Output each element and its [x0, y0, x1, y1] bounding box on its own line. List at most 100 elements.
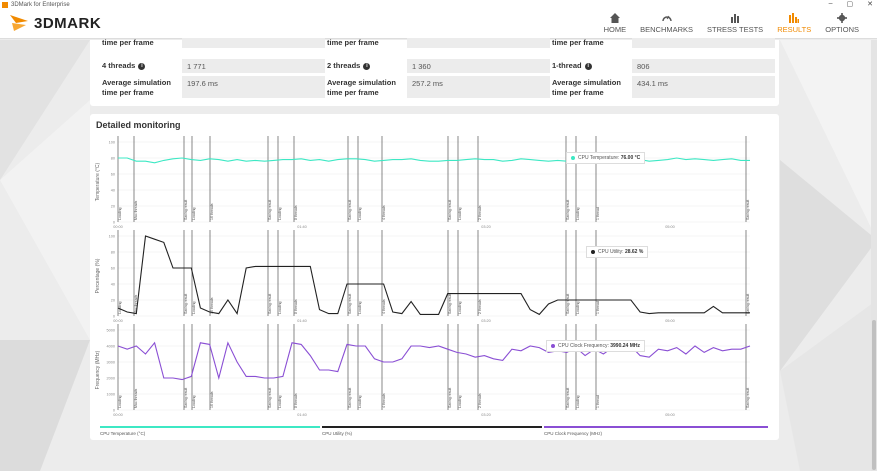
event-marker-label: Saving result	[268, 388, 272, 408]
event-marker-label: Saving result	[348, 294, 352, 314]
event-marker-label: 8 threads	[294, 205, 298, 220]
event-marker-label: Saving result	[268, 294, 272, 314]
event-marker-label: 16 threads	[210, 297, 214, 314]
score-value-top	[632, 38, 775, 48]
tooltip-dot	[571, 155, 575, 160]
event-marker-label: Saving result	[746, 388, 750, 408]
nav-benchmarks-label: BENCHMARKS	[640, 25, 694, 34]
y-tick-label: 0	[113, 221, 115, 225]
nav-home[interactable]: HOME	[604, 12, 626, 34]
event-marker-label: Saving result	[746, 294, 750, 314]
time-tick-label: 00:00	[113, 413, 123, 417]
event-marker-label: 4 threads	[382, 205, 386, 220]
event-marker-label: Loading	[278, 207, 282, 220]
window-title: 3DMark for Enterprise	[11, 1, 70, 8]
time-tick-label: 03:20	[481, 225, 491, 229]
time-tick-label: 01:40	[297, 225, 307, 229]
main-nav: HOME BENCHMARKS STRESS TESTS RESULTS OPT…	[604, 12, 859, 34]
y-tick-label: 5000	[107, 329, 115, 333]
maximize-icon[interactable]: ▢	[846, 1, 854, 8]
monitoring-title: Detailed monitoring	[96, 120, 181, 130]
y-tick-label: 40	[111, 283, 115, 287]
event-marker-label: Loading	[278, 395, 282, 408]
info-icon[interactable]: i	[584, 62, 592, 70]
tooltip-value: 3990.24 MHz	[610, 343, 640, 349]
legend-bar-frequency[interactable]	[544, 426, 768, 428]
avg-time-label-top: time per frame	[102, 38, 154, 47]
threads-label-text: 4 threads	[102, 61, 136, 70]
legend-utility[interactable]: CPU Utility (%)	[322, 431, 352, 436]
event-marker-label: Loading	[458, 207, 462, 220]
page-scrollbar[interactable]	[871, 40, 877, 471]
window-titlebar: 3DMark for Enterprise – ▢ ✕	[0, 0, 877, 9]
brand-name: 3DMARK	[34, 14, 102, 32]
event-marker-label: Loading	[458, 395, 462, 408]
series-line	[117, 235, 750, 316]
home-icon	[608, 12, 622, 24]
event-marker-label: Saving result	[746, 200, 750, 220]
event-marker-label: Saving result	[184, 388, 188, 408]
event-marker-label: Max threads	[134, 200, 138, 220]
threads-score: 1 360	[407, 59, 550, 73]
avg-time-label: Average simulation time per frame	[102, 78, 171, 97]
tooltip-value: 76.00 °C	[620, 155, 641, 161]
scrollbar-thumb[interactable]	[872, 320, 876, 470]
score-value-top	[182, 38, 325, 48]
event-marker-label: Saving result	[566, 294, 570, 314]
tooltip-dot	[551, 343, 555, 348]
minimize-icon[interactable]: –	[828, 0, 833, 7]
detailed-monitoring-panel: Detailed monitoring Temperature (°C) 100 8…	[90, 114, 779, 440]
legend-bar-utility[interactable]	[322, 426, 542, 428]
event-marker-label: 1 thread	[596, 301, 600, 314]
event-marker-label: 1 thread	[596, 395, 600, 408]
avg-time-label: Average simulation time per frame	[327, 78, 396, 97]
tooltip-temperature: CPU Temperature: 76.00 °C	[566, 152, 646, 164]
brand-logo[interactable]: 3DMARK	[8, 13, 101, 33]
event-marker-label: 2 threads	[478, 299, 482, 314]
threads-label: 1-thread i	[552, 61, 624, 71]
nav-stress-tests[interactable]: STRESS TESTS	[707, 12, 763, 34]
event-marker-label: Saving result	[448, 388, 452, 408]
event-marker-label: Loading	[118, 395, 122, 408]
y-tick-label: 40	[111, 189, 115, 193]
threads-label-text: 1-thread	[552, 61, 582, 70]
tooltip-label: CPU Utility	[598, 249, 623, 255]
event-marker-label: Loading	[358, 395, 362, 408]
nav-results[interactable]: RESULTS	[777, 12, 811, 34]
legend-bar-temperature[interactable]	[100, 426, 320, 428]
event-marker-label: Saving result	[566, 200, 570, 220]
event-marker-label: Loading	[576, 301, 580, 314]
stress-chart-icon	[728, 12, 742, 24]
gauge-icon	[660, 12, 674, 24]
legend-temperature[interactable]: CPU Temperature (°C)	[100, 431, 146, 436]
time-tick-label: 00:00	[113, 319, 123, 323]
time-tick-label: 00:00	[113, 225, 123, 229]
avg-time-value: 434.1 ms	[632, 76, 775, 98]
info-icon[interactable]: i	[363, 62, 371, 70]
y-tick-label: 80	[111, 251, 115, 255]
y-axis-label: Percentage (%)	[95, 258, 101, 293]
event-marker-label: 8 threads	[294, 393, 298, 408]
tooltip-label: CPU Temperature	[578, 155, 618, 161]
y-tick-label: 20	[111, 205, 115, 209]
avg-time-label-top: time per frame	[552, 38, 604, 47]
legend-frequency[interactable]: CPU Clock Frequency (MHz)	[544, 431, 603, 436]
close-icon[interactable]: ✕	[867, 1, 873, 8]
info-icon[interactable]: i	[138, 62, 146, 70]
nav-benchmarks[interactable]: BENCHMARKS	[640, 12, 693, 34]
event-marker-label: Loading	[576, 207, 580, 220]
window-controls: – ▢ ✕	[829, 0, 873, 8]
event-marker-label: Loading	[118, 207, 122, 220]
time-tick-label: 03:20	[481, 319, 491, 323]
time-tick-label: 05:00	[665, 225, 675, 229]
time-tick-label: 05:00	[665, 413, 675, 417]
event-marker-label: Saving result	[448, 200, 452, 220]
event-marker-label: Max threads	[134, 294, 138, 314]
event-marker-label: Loading	[192, 301, 196, 314]
threads-score: 806	[632, 59, 775, 73]
event-marker-label: 8 threads	[294, 299, 298, 314]
y-axis-label: Temperature (°C)	[95, 162, 101, 201]
tooltip-value: 28.62 %	[624, 249, 644, 255]
nav-options[interactable]: OPTIONS	[825, 12, 859, 34]
